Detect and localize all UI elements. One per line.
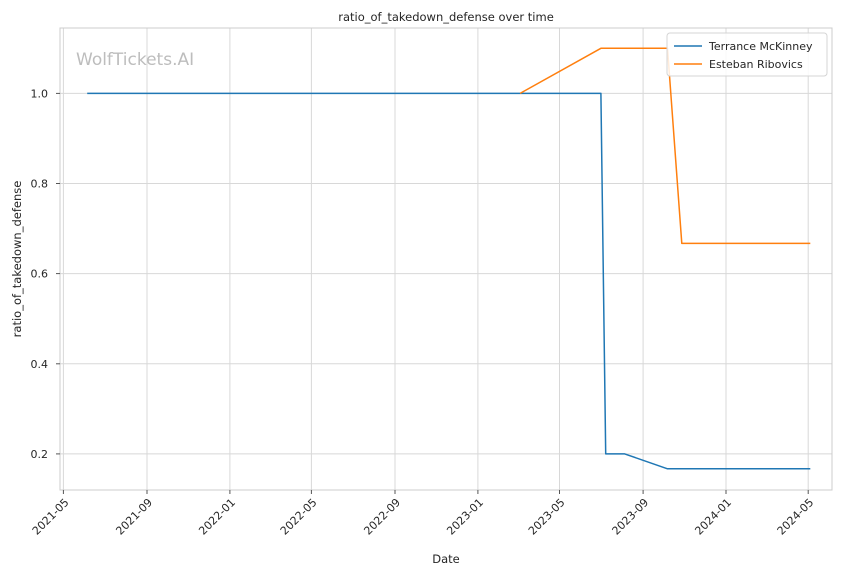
x-tick-label: 2022-09 — [361, 496, 403, 538]
watermark-text: WolfTickets.AI — [76, 50, 194, 70]
y-axis-label: ratio_of_takedown_defense — [10, 181, 24, 338]
series-line-0 — [87, 92, 811, 470]
x-tick-label: 2023-01 — [444, 496, 486, 538]
grid-lines — [60, 28, 832, 490]
y-tick-label: 0.2 — [31, 448, 49, 461]
legend-label-0: Terrance McKinney — [708, 40, 813, 53]
x-tick-label: 2023-09 — [610, 496, 652, 538]
x-tick-label: 2022-05 — [278, 496, 320, 538]
x-tick-label: 2021-05 — [30, 496, 72, 538]
y-tick-label: 0.6 — [31, 268, 49, 281]
y-tick-label: 0.4 — [31, 358, 49, 371]
x-tick-label: 2021-09 — [113, 496, 155, 538]
plot-area — [60, 28, 832, 490]
x-tick-label: 2024-05 — [775, 496, 817, 538]
y-axis: 0.2 0.4 0.6 0.8 1.0 — [31, 87, 60, 461]
x-tick-label: 2023-05 — [526, 496, 568, 538]
x-axis-label: Date — [432, 552, 460, 566]
x-axis: 2021-05 2021-09 2022-01 2022-05 2022-09 2023-… — [30, 490, 816, 538]
chart-title: ratio_of_takedown_defense over time — [338, 10, 554, 24]
x-tick-label: 2022-01 — [196, 496, 238, 538]
legend: Terrance McKinney Esteban Ribovics — [666, 32, 828, 77]
y-tick-label: 1.0 — [31, 87, 49, 100]
legend-label-1: Esteban Ribovics — [709, 58, 803, 71]
y-tick-label: 0.8 — [31, 178, 49, 191]
legend-box — [666, 32, 828, 77]
plot-frame — [59, 27, 833, 491]
x-tick-label: 2024-01 — [692, 496, 734, 538]
